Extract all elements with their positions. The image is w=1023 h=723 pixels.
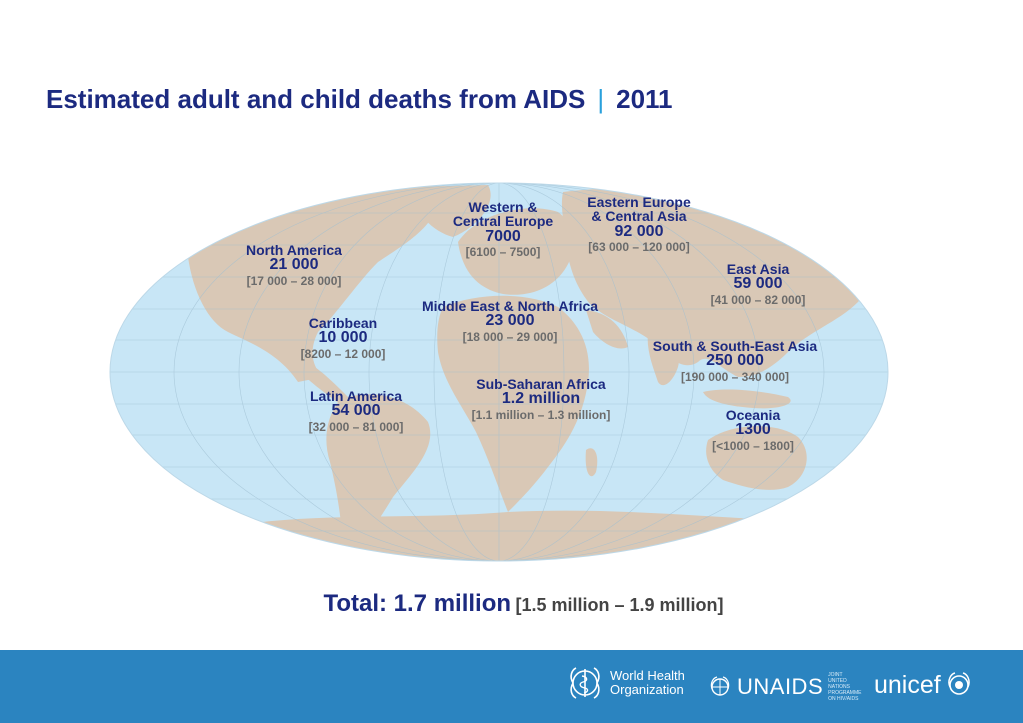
unaids-subtext: JOINT UNITED NATIONS PROGRAMME ON HIV/AI… xyxy=(828,672,862,702)
land-europe xyxy=(458,208,574,295)
region-value: 10 000 xyxy=(318,329,368,347)
region-south-southeast-asia: South & South-East Asia 250 000 [190 000… xyxy=(653,339,817,383)
region-name: Oceania xyxy=(725,407,781,423)
land-greenland xyxy=(408,185,491,237)
total-line: Total: 1.7 million [1.5 million – 1.9 mi… xyxy=(0,590,1023,618)
region-sub-saharan-africa: Sub-Saharan Africa 1.2 million [1.1 mill… xyxy=(472,377,611,421)
region-range: [41 000 – 82 000] xyxy=(710,292,806,307)
who-emblem-icon xyxy=(570,667,600,699)
region-latin-america: Latin America 54 000 [32 000 – 81 000] xyxy=(309,389,404,433)
region-name: South & South-East Asia xyxy=(652,338,818,354)
title-year: 2011 xyxy=(616,84,673,114)
region-value: 23 000 xyxy=(485,312,535,330)
region-range: [32 000 – 81 000] xyxy=(308,419,404,434)
region-value: 1300 xyxy=(735,421,771,439)
un-globe-icon xyxy=(710,676,730,696)
land-japan xyxy=(806,277,817,312)
region-name-line1: Western & xyxy=(468,199,538,215)
region-name: Caribbean xyxy=(308,315,378,331)
region-name: Middle East & North Africa xyxy=(421,298,599,314)
region-range: [1.1 million – 1.3 million] xyxy=(471,407,611,422)
total-range: [1.5 million – 1.9 million] xyxy=(515,595,724,615)
region-value: 59 000 xyxy=(733,275,783,293)
region-value: 21 000 xyxy=(269,256,319,274)
land-arabia xyxy=(586,310,628,349)
region-range: [8200 – 12 000] xyxy=(300,346,386,361)
region-range: [<1000 – 1800] xyxy=(712,438,794,453)
region-name-line2: Central Europe xyxy=(452,213,554,230)
region-western-central-europe: Western & Central Europe 7000 [6100 – 75… xyxy=(453,200,553,258)
region-name: Latin America xyxy=(309,388,403,404)
region-name-line2: & Central Asia xyxy=(591,208,687,225)
region-range: [190 000 – 340 000] xyxy=(680,369,790,384)
region-north-america: North America 21 000 [17 000 – 28 000] xyxy=(246,243,342,287)
region-value: 1.2 million xyxy=(501,390,581,408)
unicef-wordmark: unicef xyxy=(874,670,941,699)
land-north-america xyxy=(188,187,439,382)
region-name: Sub-Saharan Africa xyxy=(476,376,606,392)
land-central-america xyxy=(298,360,348,404)
region-name-line1: Eastern Europe xyxy=(587,194,691,210)
world-map xyxy=(109,182,889,562)
who-logo: World Health Organization xyxy=(566,664,685,702)
region-middle-east-north-africa: Middle East & North Africa 23 000 [18 00… xyxy=(422,299,598,343)
region-east-asia: East Asia 59 000 [41 000 – 82 000] xyxy=(711,262,806,306)
who-line2: Organization xyxy=(610,682,684,697)
land-australia xyxy=(706,426,807,490)
land-new-zealand xyxy=(830,481,840,504)
land-indonesia xyxy=(703,389,791,409)
unicef-globe-icon xyxy=(947,672,970,695)
region-name: North America xyxy=(246,242,342,258)
unaids-logo: UNAIDS JOINT UNITED NATIONS PROGRAMME ON… xyxy=(708,672,862,702)
unicef-logo: unicef xyxy=(874,670,974,700)
title-main: Estimated adult and child deaths from AI… xyxy=(46,84,586,114)
region-value: 92 000 xyxy=(614,222,664,240)
title-separator: | xyxy=(597,84,605,114)
region-caribbean: Caribbean 10 000 [8200 – 12 000] xyxy=(301,316,386,360)
land-madagascar xyxy=(585,448,598,477)
region-range: [63 000 – 120 000] xyxy=(588,239,690,254)
graticule xyxy=(110,183,888,561)
page-title: Estimated adult and child deaths from AI… xyxy=(46,84,673,115)
region-value: 54 000 xyxy=(331,402,381,420)
region-value: 7000 xyxy=(485,227,521,245)
total-label: Total: 1.7 million xyxy=(323,590,512,617)
who-line1: World Health xyxy=(610,668,685,684)
region-name: East Asia xyxy=(726,261,790,277)
footer-bar: World Health Organization UNAIDS JOINT U… xyxy=(0,650,1023,723)
region-range: [6100 – 7500] xyxy=(465,244,541,259)
region-oceania: Oceania 1300 [<1000 – 1800] xyxy=(712,408,794,452)
region-range: [18 000 – 29 000] xyxy=(462,329,558,344)
region-range: [17 000 – 28 000] xyxy=(246,273,342,288)
unaids-wordmark: UNAIDS xyxy=(737,674,824,699)
region-value: 250 000 xyxy=(706,352,764,370)
region-eastern-europe-central-asia: Eastern Europe & Central Asia 92 000 [63… xyxy=(587,195,690,253)
